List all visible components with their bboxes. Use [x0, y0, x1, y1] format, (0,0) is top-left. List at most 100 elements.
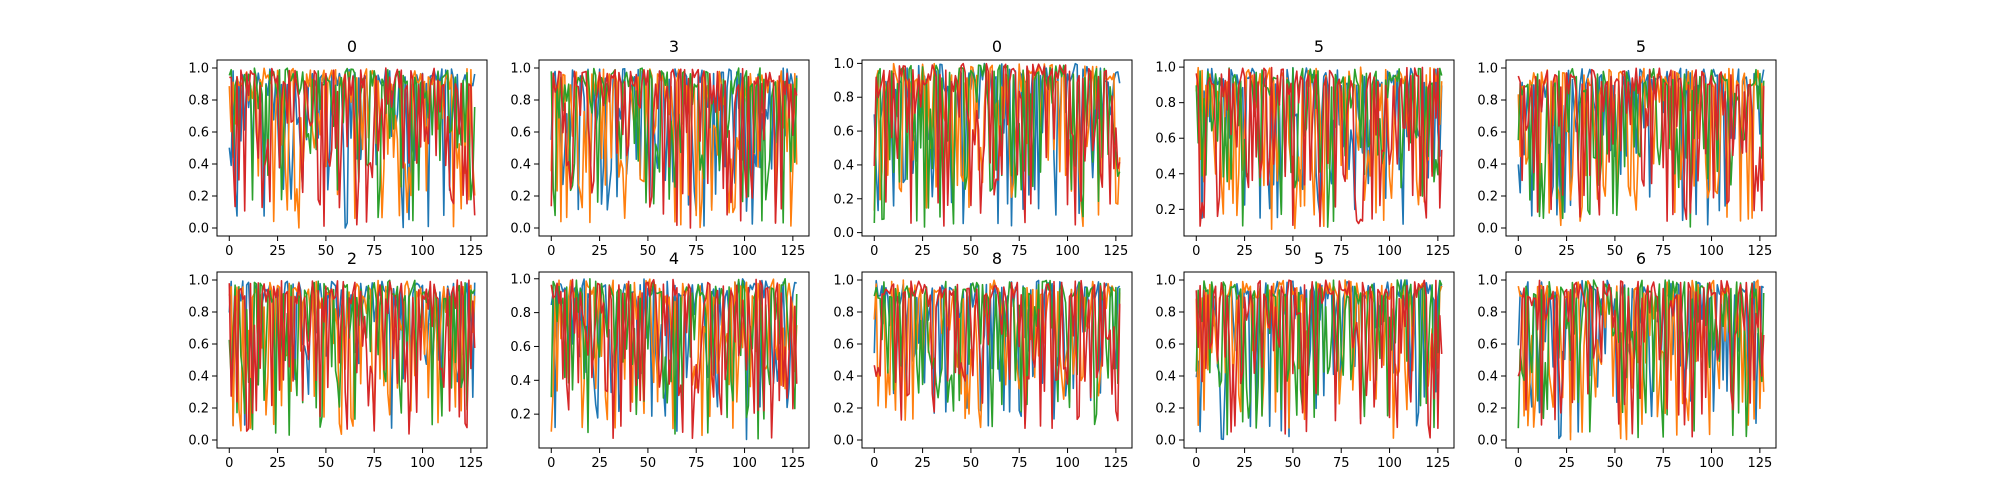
y-tick-label: 1.0	[510, 62, 531, 77]
subplot: 6 0 25 50 75 100 125 0.0 0.2 0.4 0.6 0.8 1.0	[1477, 249, 1777, 471]
subplot: 4 0 25 50 75 100 125 0.2 0.4 0.6 0.8 1.0	[510, 249, 810, 471]
series-line-4	[550, 67, 798, 229]
y-tick-label: 0.2	[188, 402, 209, 417]
series-group	[873, 62, 1121, 228]
subplot-title: 8	[992, 249, 1002, 268]
series-line-4	[1517, 279, 1765, 438]
subplot-title: 5	[1314, 37, 1324, 56]
y-tick-label: 0.4	[833, 158, 854, 173]
y-tick-label: 0.6	[833, 125, 854, 140]
axes-frame	[861, 59, 1133, 237]
axes-frame	[538, 271, 810, 449]
y-tick-label: 0.2	[1155, 203, 1176, 218]
x-tick-label: 0	[1192, 244, 1200, 259]
y-tick-label: 0.6	[1477, 126, 1498, 141]
x-tick-label: 25	[591, 456, 608, 471]
axes-frame	[1505, 59, 1777, 237]
x-tick-label: 75	[1333, 456, 1350, 471]
series-line-3	[228, 279, 476, 436]
y-tick-label: 0.4	[510, 374, 531, 389]
series-group	[550, 67, 798, 229]
series-line-4	[873, 279, 1121, 429]
x-tick-label: 50	[963, 456, 980, 471]
series-group	[1195, 279, 1443, 441]
y-tick-label: 0.4	[1155, 370, 1176, 385]
subplot-title: 6	[1636, 249, 1646, 268]
axes-frame	[1505, 271, 1777, 449]
y-tick-label: 0.0	[833, 226, 854, 241]
series-line-2	[1517, 67, 1765, 227]
series-group	[228, 279, 476, 436]
series-group	[1517, 67, 1765, 228]
x-tick-label: 25	[1236, 456, 1253, 471]
subplot-title: 0	[347, 37, 357, 56]
series-line-3	[1517, 279, 1765, 439]
x-tick-label: 25	[269, 456, 286, 471]
y-tick-label: 0.2	[1155, 402, 1176, 417]
subplot: 8 0 25 50 75 100 125 0.0 0.2 0.4 0.6 0.8 1.0	[833, 249, 1133, 471]
y-tick-label: 1.0	[1477, 62, 1498, 77]
series-line-4	[873, 62, 1121, 227]
x-tick-label: 25	[269, 244, 286, 259]
x-tick-label: 125	[780, 244, 805, 259]
x-tick-label: 25	[1558, 456, 1575, 471]
x-tick-label: 25	[914, 456, 931, 471]
series-line-4	[229, 67, 476, 227]
y-tick-label: 0.4	[188, 158, 209, 173]
y-tick-label: 1.0	[1155, 61, 1176, 76]
x-tick-label: 0	[547, 244, 555, 259]
y-tick-label: 1.0	[1155, 274, 1176, 289]
x-tick-label: 100	[732, 456, 757, 471]
x-tick-label: 50	[1607, 244, 1624, 259]
axes-frame	[861, 271, 1133, 449]
y-tick-label: 0.8	[833, 91, 854, 106]
x-tick-label: 125	[458, 456, 483, 471]
subplot-title: 0	[992, 37, 1002, 56]
series-line-3	[873, 279, 1121, 428]
y-tick-label: 1.0	[510, 272, 531, 287]
x-tick-label: 100	[1377, 244, 1402, 259]
y-tick-label: 0.4	[510, 158, 531, 173]
y-tick-label: 0.8	[833, 306, 854, 321]
y-tick-label: 0.6	[833, 338, 854, 353]
x-tick-label: 100	[732, 244, 757, 259]
axes-frame	[216, 271, 488, 449]
axes-frame	[1183, 271, 1455, 449]
x-tick-label: 50	[640, 456, 657, 471]
y-tick-label: 0.4	[833, 370, 854, 385]
x-tick-label: 0	[225, 456, 233, 471]
y-tick-label: 0.8	[188, 306, 209, 321]
x-tick-label: 50	[640, 244, 657, 259]
x-tick-label: 75	[688, 244, 705, 259]
x-tick-label: 25	[1236, 244, 1253, 259]
subplot: 0 0 25 50 75 100 125 0.0 0.2 0.4 0.6 0.8 1.0	[833, 37, 1133, 259]
x-tick-label: 100	[1699, 244, 1724, 259]
x-tick-label: 125	[1747, 456, 1772, 471]
series-group	[873, 279, 1121, 429]
series-group	[550, 278, 798, 441]
y-tick-label: 0.0	[188, 222, 209, 237]
y-tick-label: 1.0	[833, 274, 854, 289]
x-tick-label: 125	[1103, 456, 1128, 471]
x-tick-label: 75	[1655, 244, 1672, 259]
subplot-title: 5	[1314, 249, 1324, 268]
y-tick-label: 0.6	[188, 338, 209, 353]
y-tick-label: 0.0	[1155, 434, 1176, 449]
series-group	[228, 67, 476, 229]
y-tick-label: 0.0	[510, 222, 531, 237]
x-tick-label: 25	[1558, 244, 1575, 259]
x-tick-label: 125	[458, 244, 483, 259]
subplot-title: 5	[1636, 37, 1646, 56]
x-tick-label: 125	[780, 456, 805, 471]
x-tick-label: 100	[1055, 456, 1080, 471]
x-tick-label: 0	[870, 244, 878, 259]
y-tick-label: 0.4	[1477, 370, 1498, 385]
series-line-4	[228, 279, 476, 435]
x-tick-label: 0	[225, 244, 233, 259]
y-tick-label: 0.4	[1477, 158, 1498, 173]
subplot: 3 0 25 50 75 100 125 0.0 0.2 0.4 0.6 0.8 1.0	[510, 37, 810, 259]
y-tick-label: 0.6	[188, 126, 209, 141]
series-line-4	[1195, 279, 1443, 439]
